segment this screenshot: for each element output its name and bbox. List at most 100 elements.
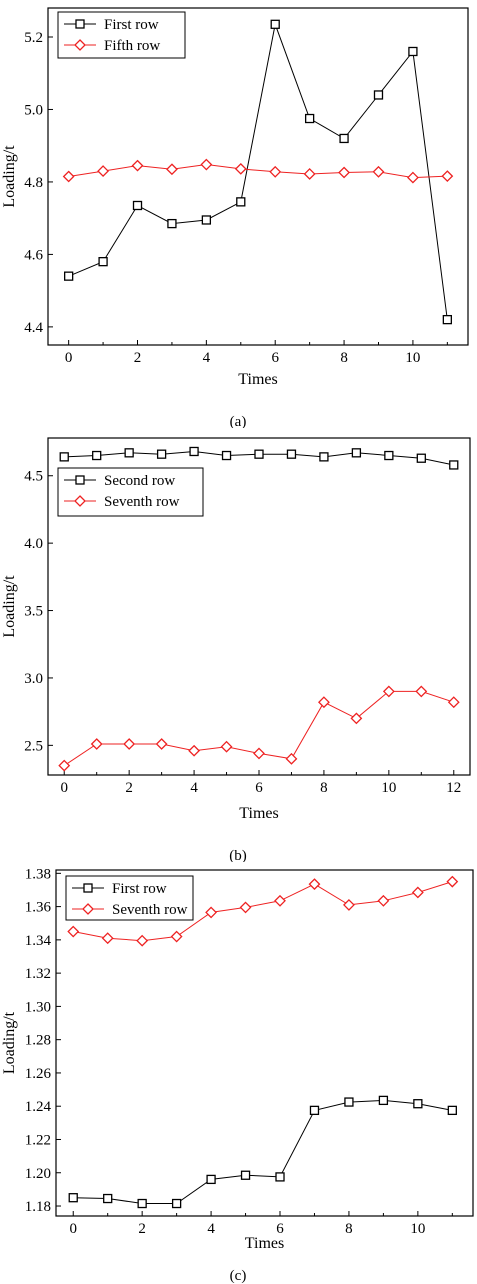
data-point-square — [270, 19, 280, 29]
legend-marker-diamond — [74, 495, 86, 507]
data-point-diamond — [441, 170, 454, 183]
data-point-square — [221, 450, 232, 461]
chart-panel-a: 0 2 4 6 8 10 4.4 4.6 4.8 5.0 5.2 Times Loading/t Firs… — [0, 0, 477, 428]
data-point-square — [254, 449, 264, 459]
x-tick-label: 8 — [320, 780, 328, 796]
x-tick-label: 2 — [138, 1221, 146, 1237]
data-point-square — [206, 1174, 216, 1185]
data-point-square — [240, 1170, 251, 1180]
y-tick-label: 3.5 — [24, 604, 43, 620]
data-point-diamond — [58, 759, 71, 772]
x-axis-label: Times — [238, 371, 277, 388]
legend-label-2: Seventh row — [104, 494, 180, 510]
data-point-square — [236, 197, 246, 207]
y-tick-label: 1.24 — [25, 1099, 52, 1115]
chart-panel-c: 0 2 4 6 8 10 1.18 1.20 1.22 1.24 1.26 1.28 1.30 1.32 1… — [0, 862, 477, 1284]
data-point-square — [447, 1105, 457, 1116]
x-tick-label: 12 — [446, 780, 461, 796]
data-point-square — [92, 450, 102, 461]
chart-b: 0 2 4 6 8 10 12 2.5 3.0 3.5 4.0 4.5 Times Loading/t Se… — [1, 437, 471, 862]
y-tick-label: 1.32 — [25, 966, 51, 982]
data-point-square — [201, 215, 212, 225]
y-axis-label: Loading/t — [1, 575, 18, 638]
data-point-square — [132, 200, 143, 211]
legend-label-2: Seventh row — [112, 902, 188, 918]
data-point-diamond — [188, 744, 200, 757]
data-point-diamond — [239, 901, 252, 914]
data-point-square — [351, 448, 362, 458]
data-point-square — [319, 452, 329, 462]
y-tick-label: 4.0 — [24, 536, 43, 552]
data-point-square — [275, 1172, 285, 1182]
legend-label-1: First row — [104, 17, 159, 33]
y-tick-label: 4.6 — [24, 247, 43, 263]
y-tick-label: 1.20 — [25, 1166, 51, 1182]
legend-label-1: First row — [112, 881, 167, 897]
x-tick-label: 6 — [255, 780, 263, 796]
legend-label-1: Second row — [104, 473, 175, 489]
y-tick-label: 1.36 — [25, 900, 52, 916]
y-tick-label: 1.34 — [25, 933, 52, 949]
data-point-diamond — [372, 165, 385, 178]
x-tick-label: 10 — [410, 1221, 425, 1237]
y-tick-label: 4.5 — [24, 469, 43, 485]
data-point-square — [167, 218, 177, 229]
data-point-diamond — [350, 712, 363, 725]
data-point-square — [449, 460, 459, 470]
data-point-diamond — [446, 875, 459, 888]
data-point-diamond — [131, 159, 144, 172]
data-point-square — [59, 452, 69, 462]
x-tick-label: 0 — [65, 350, 73, 366]
data-point-diamond — [205, 906, 218, 919]
data-point-diamond — [318, 696, 330, 709]
data-point-square — [68, 1193, 78, 1203]
y-tick-label: 1.22 — [25, 1132, 51, 1148]
y-tick-label: 1.30 — [25, 999, 51, 1015]
legend-marker-square — [75, 475, 85, 485]
x-axis-label: Times — [245, 1235, 284, 1252]
data-point-diamond — [377, 894, 390, 907]
legend-marker-square — [83, 883, 93, 893]
data-point-diamond — [406, 171, 419, 184]
data-point-diamond — [220, 740, 233, 753]
legend-marker-diamond — [82, 903, 94, 915]
x-tick-label: 10 — [381, 780, 396, 796]
series-line-1 — [68, 22, 448, 320]
x-tick-label: 8 — [345, 1221, 353, 1237]
data-point-diamond — [67, 925, 80, 938]
legend-label-2: Fifth row — [104, 38, 160, 54]
y-tick-label: 1.38 — [25, 866, 51, 882]
data-point-diamond — [170, 930, 183, 943]
y-tick-label: 2.5 — [24, 738, 43, 754]
x-tick-label: 4 — [207, 1221, 215, 1237]
data-point-diamond — [308, 878, 321, 891]
data-point-square — [156, 449, 167, 459]
y-tick-label: 5.0 — [24, 102, 43, 118]
data-point-diamond — [338, 166, 350, 179]
data-point-diamond — [136, 934, 149, 947]
data-point-square — [309, 1105, 320, 1116]
legend-box — [57, 11, 186, 59]
data-point-diamond — [382, 685, 395, 698]
y-axis-label: Loading/t — [1, 1011, 18, 1074]
x-tick-label: 0 — [60, 780, 68, 796]
data-point-diamond — [285, 752, 298, 765]
data-point-diamond — [234, 162, 247, 175]
plot-frame — [55, 869, 474, 1217]
data-point-diamond — [90, 738, 103, 750]
x-tick-label: 10 — [405, 350, 420, 366]
chart-panel-b: 0 2 4 6 8 10 12 2.5 3.0 3.5 4.0 4.5 Times Loading/t Se… — [0, 428, 477, 862]
data-point-square — [442, 314, 452, 325]
data-point-square — [384, 450, 394, 461]
legend-marker-diamond — [74, 39, 86, 51]
data-point-diamond — [97, 165, 110, 177]
x-tick-label: 4 — [190, 780, 198, 796]
data-point-square — [416, 453, 426, 463]
figure-caption: (a) — [230, 414, 247, 428]
data-point-diamond — [253, 747, 265, 760]
y-tick-label: 1.28 — [25, 1033, 51, 1049]
data-point-square — [189, 446, 199, 457]
y-tick-label: 5.2 — [24, 30, 43, 46]
data-point-diamond — [411, 886, 424, 899]
data-point-diamond — [200, 158, 213, 171]
